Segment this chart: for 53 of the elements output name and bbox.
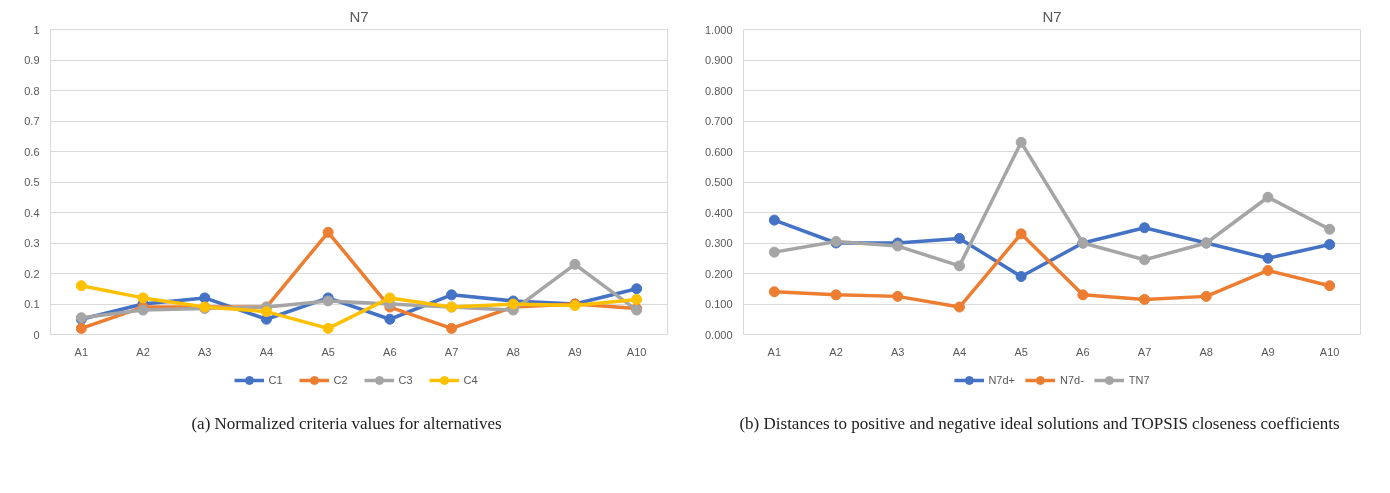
y-tick-label: 0.8	[24, 84, 40, 97]
y-tick-label: 0.300	[704, 237, 733, 249]
x-tick-label: A6	[383, 345, 397, 358]
y-tick-label: 0.000	[704, 328, 733, 341]
x-tick-label: A9	[1261, 345, 1275, 358]
y-tick-label: 0.700	[704, 115, 733, 127]
legend-label: N7d+	[988, 374, 1015, 386]
x-tick-label: A7	[444, 345, 459, 358]
y-tick-label: 1.000	[704, 23, 733, 36]
x-tick-label: A8	[506, 345, 520, 358]
y-tick-label: 1	[33, 23, 40, 36]
y-tick-label: 0.800	[704, 84, 733, 97]
x-tick-label: A4	[259, 345, 274, 358]
y-tick-label: 0.200	[704, 267, 733, 280]
x-tick-label: A5	[1014, 345, 1028, 358]
text: (a) Normalized criteria values for alternatives	[191, 413, 502, 435]
x-tick-label: A2	[136, 345, 150, 358]
y-tick-label: 0.3	[24, 237, 40, 249]
x-tick-label: A3	[198, 345, 212, 358]
x-tick-label: A2	[829, 345, 843, 358]
y-tick-label: 0.6	[24, 145, 40, 158]
x-tick-label: A3	[891, 345, 905, 358]
legend-label: C4	[463, 374, 479, 386]
y-tick-label: 0.9	[24, 54, 40, 66]
y-tick-label: 0.4	[24, 206, 40, 219]
y-tick-label: 0.7	[24, 115, 40, 127]
legend-label: C3	[398, 374, 414, 386]
x-tick-label: A9	[568, 345, 582, 358]
legend-label: C1	[268, 374, 284, 386]
chart-title: N7	[349, 7, 369, 25]
legend-label: TN7	[1128, 374, 1150, 386]
x-tick-label: A8	[1199, 345, 1213, 358]
y-tick-label: 0.600	[704, 145, 733, 158]
y-tick-label: 0.100	[704, 298, 733, 310]
y-tick-label: 0	[33, 328, 40, 341]
x-tick-label: A6	[1076, 345, 1090, 358]
y-tick-label: 0.5	[24, 176, 40, 188]
x-tick-label: A10	[1319, 345, 1340, 358]
x-tick-label: A1	[74, 345, 89, 358]
y-tick-label: 0.1	[24, 298, 40, 310]
chart-title: N7	[1042, 7, 1062, 25]
y-tick-label: 0.900	[704, 54, 733, 66]
legend-label: N7d-	[1059, 374, 1084, 386]
text: (b) Distances to positive and negative ideal solutions and TOPSIS closeness coefficients	[739, 413, 1340, 435]
x-tick-label: A5	[321, 345, 335, 358]
y-tick-label: 0.2	[24, 267, 40, 280]
x-tick-label: A4	[952, 345, 967, 358]
y-tick-label: 0.500	[704, 176, 733, 188]
x-tick-label: A1	[767, 345, 782, 358]
y-tick-label: 0.400	[704, 206, 733, 219]
legend-label: C2	[333, 374, 349, 386]
x-tick-label: A10	[626, 345, 647, 358]
x-tick-label: A7	[1137, 345, 1152, 358]
